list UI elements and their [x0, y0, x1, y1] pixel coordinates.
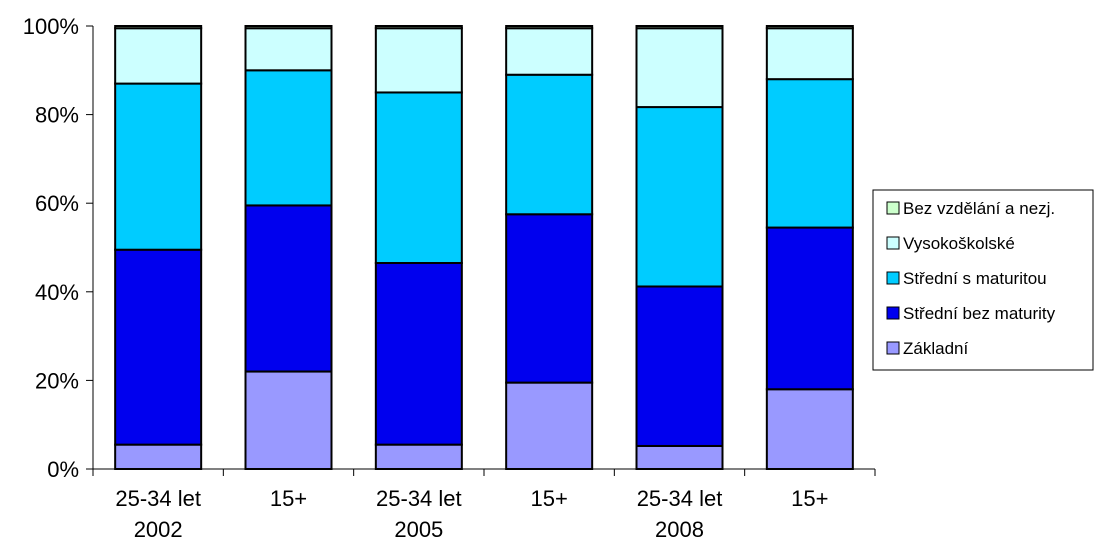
y-tick-label: 0%: [47, 457, 79, 482]
x-tick-label: 2002: [134, 517, 183, 542]
legend-box: [872, 189, 1094, 371]
legend-swatch: [886, 341, 900, 355]
legend-swatch: [886, 236, 900, 250]
bar-segment-2-series-2: [244, 204, 333, 373]
bar-segment-4-series-2: [505, 213, 594, 384]
axes-layer: [86, 25, 876, 476]
bar-segment-1-series-2: [114, 248, 203, 446]
bar-segment-4-series-5: [505, 25, 594, 30]
bar-segment-2-series-5: [244, 25, 333, 30]
y-tick-label: 20%: [35, 368, 79, 393]
x-tick-label: 25-34 let: [115, 486, 201, 511]
y-tick-label: 100%: [23, 14, 79, 39]
bar-segment-6-series-3: [765, 78, 854, 229]
bar-segment-3-series-3: [374, 91, 463, 265]
bar-segment-1-series-3: [114, 82, 203, 251]
x-tick-label: 25-34 let: [637, 486, 723, 511]
legend-item-label: Střední bez maturity: [903, 304, 1056, 323]
bar-segment-2-series-1: [244, 370, 333, 471]
bar-segment-4-series-4: [505, 27, 594, 76]
legend-item-label: Střední s maturitou: [903, 269, 1047, 288]
y-tick-label: 40%: [35, 280, 79, 305]
bar-segment-4-series-1: [505, 381, 594, 470]
legend-swatch: [886, 306, 900, 320]
bar-segment-4-series-3: [505, 73, 594, 216]
bar-segment-5-series-5: [635, 25, 724, 30]
legend-swatch: [886, 271, 900, 285]
bar-segment-3-series-5: [374, 25, 463, 30]
bar-segment-1-series-4: [114, 27, 203, 85]
bar-segment-6-series-5: [765, 25, 854, 30]
bar-segment-5-series-2: [635, 285, 724, 447]
x-tick-label: 15+: [531, 486, 568, 511]
x-tick-label: 15+: [270, 486, 307, 511]
bar-segment-1-series-5: [114, 25, 203, 30]
labels-layer: 0% 20% 40% 60% 80% 100% 25-34 let 2002 15+ 25-34 …: [23, 14, 829, 542]
legend-item-label: Základní: [903, 339, 968, 358]
legend-item-label: Vysokoškolské: [903, 234, 1015, 253]
legend: Bez vzdělání a nezj. Vysokoškolské Střední…: [872, 189, 1094, 371]
x-tick-label: 2005: [394, 517, 443, 542]
x-tick-label: 25-34 let: [376, 486, 462, 511]
bar-segment-1-series-1: [114, 443, 203, 471]
bar-segment-3-series-2: [374, 262, 463, 446]
bar-segment-6-series-2: [765, 226, 854, 391]
bars-layer: [114, 25, 854, 471]
bar-segment-6-series-4: [765, 27, 854, 81]
bar-segment-5-series-4: [635, 27, 724, 109]
bar-segment-3-series-1: [374, 443, 463, 471]
x-tick-label: 2008: [655, 517, 704, 542]
bar-segment-6-series-1: [765, 388, 854, 471]
bar-segment-2-series-3: [244, 69, 333, 207]
legend-item-label: Bez vzdělání a nezj.: [903, 199, 1055, 218]
bar-segment-5-series-3: [635, 106, 724, 288]
x-tick-label: 15+: [791, 486, 828, 511]
y-tick-label: 60%: [35, 191, 79, 216]
y-tick-label: 80%: [35, 103, 79, 128]
bar-segment-3-series-4: [374, 27, 463, 94]
bar-segment-5-series-1: [635, 444, 724, 470]
legend-swatch: [886, 201, 900, 215]
bar-segment-2-series-4: [244, 27, 333, 72]
